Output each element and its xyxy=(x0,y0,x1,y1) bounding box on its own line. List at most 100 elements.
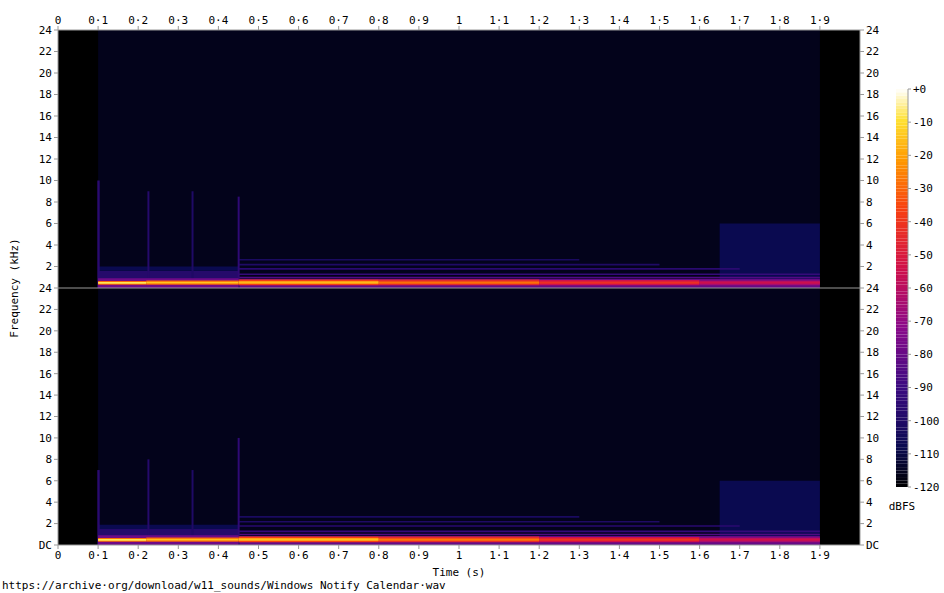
svg-text:0·1: 0·1 xyxy=(88,14,108,27)
svg-text:1·7: 1·7 xyxy=(730,549,750,562)
svg-text:10: 10 xyxy=(866,432,879,445)
svg-text:4: 4 xyxy=(866,496,873,509)
svg-text:6: 6 xyxy=(45,475,52,488)
svg-text:24: 24 xyxy=(39,24,53,37)
svg-text:0·4: 0·4 xyxy=(208,549,228,562)
svg-text:6: 6 xyxy=(45,217,52,230)
svg-text:0·4: 0·4 xyxy=(208,14,228,27)
svg-text:14: 14 xyxy=(39,131,53,144)
svg-text:6: 6 xyxy=(866,475,873,488)
svg-text:22: 22 xyxy=(39,45,52,58)
svg-text:0·5: 0·5 xyxy=(249,14,269,27)
svg-text:24: 24 xyxy=(39,282,53,295)
svg-text:4: 4 xyxy=(45,496,52,509)
svg-text:12: 12 xyxy=(866,410,879,423)
svg-text:10: 10 xyxy=(39,174,52,187)
svg-text:1·8: 1·8 xyxy=(770,549,790,562)
svg-text:-40: -40 xyxy=(913,216,933,229)
svg-text:12: 12 xyxy=(39,410,52,423)
svg-text:2: 2 xyxy=(866,260,873,273)
svg-text:0·3: 0·3 xyxy=(168,14,188,27)
svg-text:1·1: 1·1 xyxy=(489,14,509,27)
svg-text:1·2: 1·2 xyxy=(529,549,549,562)
svg-text:-60: -60 xyxy=(913,282,933,295)
svg-text:-10: -10 xyxy=(913,116,933,129)
svg-text:-20: -20 xyxy=(913,149,933,162)
svg-text:0·7: 0·7 xyxy=(329,549,349,562)
svg-text:4: 4 xyxy=(866,239,873,252)
svg-text:1·2: 1·2 xyxy=(529,14,549,27)
svg-text:22: 22 xyxy=(866,45,879,58)
svg-text:20: 20 xyxy=(39,325,52,338)
svg-text:6: 6 xyxy=(866,217,873,230)
svg-text:0·8: 0·8 xyxy=(369,549,389,562)
svg-text:0·6: 0·6 xyxy=(289,549,309,562)
svg-text:24: 24 xyxy=(866,24,880,37)
svg-text:1·1: 1·1 xyxy=(489,549,509,562)
svg-text:8: 8 xyxy=(45,196,52,209)
svg-text:1·5: 1·5 xyxy=(650,549,670,562)
svg-text:8: 8 xyxy=(45,453,52,466)
svg-text:-50: -50 xyxy=(913,249,933,262)
svg-text:1: 1 xyxy=(456,549,463,562)
svg-text:1·3: 1·3 xyxy=(569,549,589,562)
svg-text:8: 8 xyxy=(866,196,873,209)
svg-text:4: 4 xyxy=(45,239,52,252)
svg-text:16: 16 xyxy=(866,110,879,123)
svg-text:0·8: 0·8 xyxy=(369,14,389,27)
svg-text:0·1: 0·1 xyxy=(88,549,108,562)
svg-text:1·6: 1·6 xyxy=(690,549,710,562)
svg-text:8: 8 xyxy=(866,453,873,466)
svg-text:14: 14 xyxy=(866,389,880,402)
svg-text:22: 22 xyxy=(39,303,52,316)
svg-text:2: 2 xyxy=(45,517,52,530)
svg-text:0·2: 0·2 xyxy=(128,549,148,562)
svg-text:20: 20 xyxy=(39,67,52,80)
svg-text:-120: -120 xyxy=(913,481,940,494)
svg-text:16: 16 xyxy=(866,368,879,381)
svg-text:-70: -70 xyxy=(913,315,933,328)
svg-text:16: 16 xyxy=(39,110,52,123)
svg-text:DC: DC xyxy=(39,539,52,552)
svg-text:18: 18 xyxy=(866,346,879,359)
svg-text:1·5: 1·5 xyxy=(650,14,670,27)
svg-text:2: 2 xyxy=(866,517,873,530)
svg-text:12: 12 xyxy=(39,153,52,166)
svg-text:0·3: 0·3 xyxy=(168,549,188,562)
svg-text:1·6: 1·6 xyxy=(690,14,710,27)
svg-text:-30: -30 xyxy=(913,182,933,195)
svg-text:1·9: 1·9 xyxy=(810,14,830,27)
svg-text:16: 16 xyxy=(39,368,52,381)
svg-text:0·6: 0·6 xyxy=(289,14,309,27)
svg-text:1·8: 1·8 xyxy=(770,14,790,27)
svg-text:-80: -80 xyxy=(913,348,933,361)
svg-text:0·2: 0·2 xyxy=(128,14,148,27)
svg-text:2: 2 xyxy=(45,260,52,273)
svg-text:12: 12 xyxy=(866,153,879,166)
svg-text:1: 1 xyxy=(456,14,463,27)
svg-text:20: 20 xyxy=(866,325,879,338)
svg-text:18: 18 xyxy=(866,88,879,101)
svg-text:1·4: 1·4 xyxy=(609,14,629,27)
svg-text:0·9: 0·9 xyxy=(409,549,429,562)
svg-text:-110: -110 xyxy=(913,448,940,461)
svg-text:-90: -90 xyxy=(913,381,933,394)
svg-text:1·3: 1·3 xyxy=(569,14,589,27)
svg-text:1·9: 1·9 xyxy=(810,549,830,562)
svg-text:DC: DC xyxy=(866,539,879,552)
svg-text:14: 14 xyxy=(866,131,880,144)
svg-text:-100: -100 xyxy=(913,415,940,428)
svg-text:24: 24 xyxy=(866,282,880,295)
svg-text:10: 10 xyxy=(866,174,879,187)
svg-text:1·7: 1·7 xyxy=(730,14,750,27)
svg-text:1·4: 1·4 xyxy=(609,549,629,562)
svg-text:18: 18 xyxy=(39,88,52,101)
svg-text:0·5: 0·5 xyxy=(249,549,269,562)
svg-text:0·9: 0·9 xyxy=(409,14,429,27)
svg-text:0: 0 xyxy=(55,549,62,562)
svg-text:18: 18 xyxy=(39,346,52,359)
svg-text:20: 20 xyxy=(866,67,879,80)
svg-text:+0: +0 xyxy=(913,83,926,96)
svg-text:0·7: 0·7 xyxy=(329,14,349,27)
svg-text:10: 10 xyxy=(39,432,52,445)
